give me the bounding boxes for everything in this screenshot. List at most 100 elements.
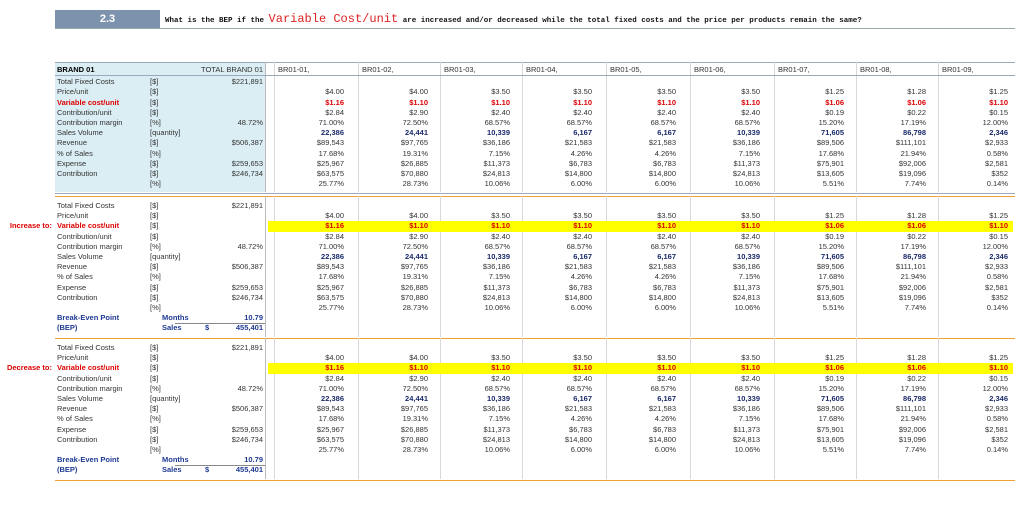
- column-header: BRAND 01: [57, 65, 95, 74]
- cell-value: $36,186: [732, 404, 760, 414]
- cell-value: 68.57%: [566, 241, 592, 251]
- cell-value: 7.15%: [738, 414, 760, 424]
- row-label: % of Sales: [57, 414, 93, 424]
- cell-value: 5.51%: [822, 445, 844, 454]
- cell-value: $2.40: [741, 231, 760, 241]
- column-header: BR01-09,: [942, 65, 974, 74]
- cell-value: $75,901: [816, 158, 844, 168]
- cell-value: $1.10: [573, 363, 592, 373]
- cell-value: 71.00%: [318, 241, 344, 251]
- column-divider: [440, 338, 441, 479]
- cell-value: 28.73%: [402, 445, 428, 454]
- cell-value: $0.19: [825, 231, 844, 241]
- cell-value: $11,373: [483, 424, 510, 434]
- side-label: Decrease to:: [6, 363, 52, 373]
- cell-value: $13,605: [816, 292, 844, 302]
- cell-value: $11,373: [483, 158, 510, 168]
- cell-value: $19,096: [898, 434, 926, 444]
- cell-value: $24,813: [732, 292, 760, 302]
- cell-value: $2,581: [985, 158, 1008, 168]
- column-divider: [938, 338, 939, 479]
- row-unit: [$]: [150, 404, 159, 414]
- cell-value: 6,167: [657, 128, 676, 138]
- cell-value: $1.10: [409, 221, 428, 231]
- cell-value: $21,583: [564, 262, 592, 272]
- cell-value: $352: [991, 169, 1008, 178]
- cell-value: $21,583: [564, 138, 592, 148]
- cell-value: $2,933: [985, 404, 1008, 414]
- cell-value: $24,813: [732, 169, 760, 178]
- cell-value: $111,101: [895, 138, 926, 148]
- cell-value: 21.94%: [900, 272, 926, 282]
- cell-value: 19.31%: [402, 272, 428, 282]
- cell-value: $4.00: [409, 87, 428, 97]
- cell-value: $97,765: [400, 138, 428, 148]
- row-unit: [%]: [150, 179, 161, 189]
- column-divider: [774, 338, 775, 479]
- cell-value: $24,813: [482, 292, 510, 302]
- cell-value: $2.40: [657, 107, 676, 117]
- cell-value: 0.58%: [986, 272, 1008, 282]
- cell-value: 71,605: [821, 394, 844, 403]
- column-divider: [358, 196, 359, 337]
- highlight-row: [268, 363, 1013, 374]
- cell-value: $4.00: [409, 353, 428, 363]
- column-divider: [274, 196, 275, 337]
- cell-value: $97,765: [400, 262, 428, 272]
- cell-value: $1.10: [491, 221, 510, 231]
- cell-value: 86,798: [903, 252, 926, 261]
- bep-currency: $: [205, 465, 210, 475]
- cell-value: 0.58%: [986, 414, 1008, 424]
- column-divider: [265, 196, 266, 337]
- cell-value: 17.68%: [318, 148, 344, 158]
- cell-value: $1.28: [907, 87, 926, 97]
- row-unit: [quantity]: [150, 394, 181, 403]
- cell-value: $2.40: [741, 373, 760, 383]
- cell-value: $0.22: [907, 373, 926, 383]
- cell-value: 0.58%: [986, 148, 1008, 158]
- cell-value: $89,543: [316, 138, 344, 148]
- bep-unit: Months: [162, 455, 189, 465]
- cell-value: $352: [991, 434, 1008, 444]
- cell-value: $2.40: [573, 231, 592, 241]
- cell-value: $89,543: [316, 404, 344, 414]
- cell-value: $1.10: [657, 221, 676, 231]
- cell-value: $36,186: [482, 262, 510, 272]
- cell-value: $2.40: [657, 373, 676, 383]
- cell-value: $1.10: [573, 221, 592, 231]
- block-frame: [55, 338, 1015, 481]
- row-label: Contribution margin: [57, 383, 123, 393]
- cell-value: 15.20%: [818, 383, 844, 393]
- cell-value: $0.15: [989, 373, 1008, 383]
- cell-value: 10.06%: [484, 179, 510, 189]
- bep-unit: Sales: [162, 465, 182, 475]
- row-unit: [$]: [150, 282, 159, 292]
- cell-value: $11,373: [733, 158, 760, 168]
- cell-value: $0.15: [989, 107, 1008, 117]
- cell-value: $3.50: [657, 211, 676, 221]
- row-unit: [$]: [150, 363, 159, 373]
- cell-value: $1.10: [657, 97, 676, 107]
- cell-value: $1.10: [741, 363, 760, 373]
- cell-value: $2.40: [573, 373, 592, 383]
- row-label: % of Sales: [57, 148, 93, 158]
- cell-value: $1.16: [325, 221, 344, 231]
- column-divider: [856, 338, 857, 479]
- row-unit: [$]: [150, 434, 159, 444]
- cell-value: $0.22: [907, 107, 926, 117]
- cell-value: $26,885: [400, 424, 428, 434]
- cell-value: $11,373: [483, 282, 510, 292]
- cell-value: 5.51%: [822, 303, 844, 312]
- row-label: Price/unit: [57, 353, 89, 363]
- row-unit: [%]: [150, 148, 161, 158]
- row-label: Variable cost/unit: [57, 363, 120, 373]
- row-unit: [$]: [150, 292, 159, 302]
- cell-value: $4.00: [325, 353, 344, 363]
- column-header: BR01-07,: [778, 65, 810, 74]
- question-highlight: Variable Cost/unit: [268, 12, 399, 26]
- cell-value: $1.28: [907, 353, 926, 363]
- column-header: BR01-03,: [444, 65, 476, 74]
- cell-value: 17.68%: [318, 414, 344, 424]
- cell-value: 28.73%: [402, 179, 428, 189]
- cell-value: $2.40: [491, 107, 510, 117]
